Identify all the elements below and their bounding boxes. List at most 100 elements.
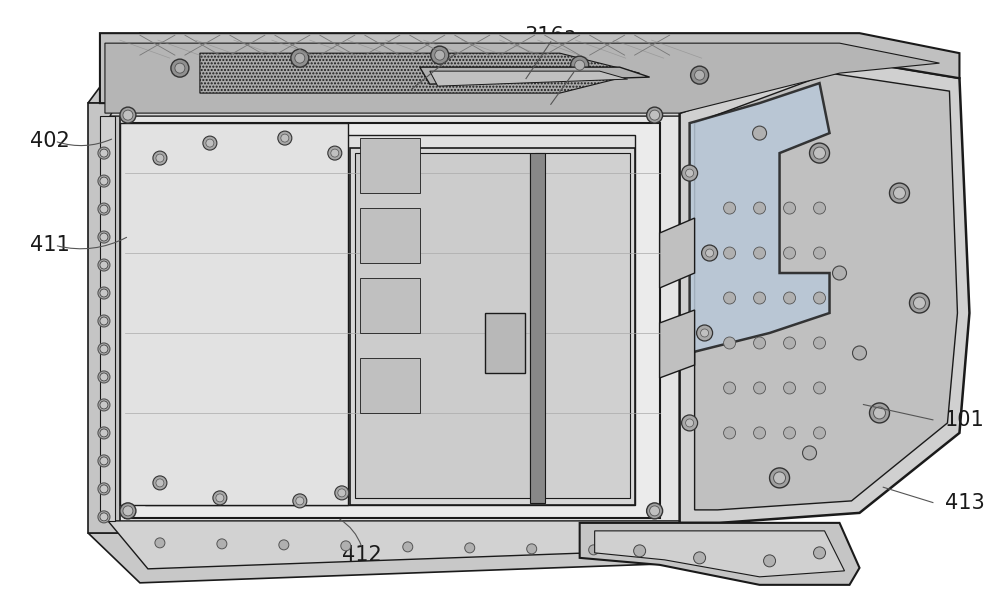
Circle shape bbox=[575, 60, 585, 70]
Circle shape bbox=[695, 70, 705, 80]
Circle shape bbox=[754, 382, 766, 394]
Circle shape bbox=[338, 489, 346, 497]
Text: 412: 412 bbox=[343, 544, 382, 565]
Circle shape bbox=[281, 134, 289, 142]
Circle shape bbox=[341, 541, 351, 551]
Circle shape bbox=[98, 287, 110, 299]
Circle shape bbox=[328, 146, 342, 160]
Circle shape bbox=[295, 53, 305, 63]
Circle shape bbox=[100, 205, 108, 213]
Circle shape bbox=[666, 76, 676, 86]
Circle shape bbox=[724, 427, 736, 439]
Circle shape bbox=[215, 494, 223, 502]
Circle shape bbox=[100, 429, 108, 437]
Circle shape bbox=[853, 346, 867, 360]
Circle shape bbox=[296, 497, 304, 505]
Circle shape bbox=[693, 552, 706, 564]
Circle shape bbox=[100, 177, 108, 185]
Polygon shape bbox=[355, 153, 529, 498]
Circle shape bbox=[802, 446, 816, 460]
Circle shape bbox=[171, 59, 189, 77]
Circle shape bbox=[279, 540, 289, 550]
Circle shape bbox=[813, 292, 825, 304]
Circle shape bbox=[100, 233, 108, 241]
Circle shape bbox=[685, 419, 693, 427]
Polygon shape bbox=[100, 103, 679, 533]
Circle shape bbox=[278, 131, 292, 145]
Circle shape bbox=[411, 76, 421, 86]
Circle shape bbox=[690, 66, 709, 84]
Circle shape bbox=[724, 202, 736, 214]
Circle shape bbox=[813, 247, 825, 259]
Circle shape bbox=[156, 154, 164, 162]
Circle shape bbox=[291, 49, 309, 67]
Circle shape bbox=[813, 147, 825, 159]
Circle shape bbox=[646, 503, 662, 519]
Circle shape bbox=[894, 187, 906, 199]
Circle shape bbox=[724, 382, 736, 394]
Circle shape bbox=[218, 76, 228, 86]
Polygon shape bbox=[529, 153, 545, 503]
Circle shape bbox=[100, 485, 108, 493]
Polygon shape bbox=[659, 218, 695, 288]
Circle shape bbox=[724, 292, 736, 304]
Text: 413: 413 bbox=[944, 493, 984, 512]
Circle shape bbox=[153, 151, 167, 165]
Circle shape bbox=[813, 382, 825, 394]
Circle shape bbox=[283, 76, 293, 86]
Polygon shape bbox=[679, 58, 969, 523]
Polygon shape bbox=[125, 123, 659, 518]
Circle shape bbox=[123, 506, 133, 516]
Circle shape bbox=[331, 149, 339, 157]
Circle shape bbox=[754, 337, 766, 349]
Circle shape bbox=[724, 247, 736, 259]
Circle shape bbox=[770, 468, 789, 488]
Text: 411: 411 bbox=[30, 235, 70, 255]
Circle shape bbox=[465, 543, 475, 553]
Circle shape bbox=[783, 427, 795, 439]
Polygon shape bbox=[108, 521, 809, 569]
Circle shape bbox=[634, 545, 645, 557]
Circle shape bbox=[813, 337, 825, 349]
Circle shape bbox=[813, 202, 825, 214]
Text: 316a: 316a bbox=[524, 26, 577, 46]
Circle shape bbox=[98, 231, 110, 243]
Circle shape bbox=[890, 183, 910, 203]
Circle shape bbox=[783, 382, 795, 394]
Circle shape bbox=[175, 63, 185, 73]
Polygon shape bbox=[200, 53, 639, 93]
Circle shape bbox=[538, 76, 549, 86]
Circle shape bbox=[98, 147, 110, 159]
Polygon shape bbox=[145, 135, 635, 505]
Circle shape bbox=[155, 538, 165, 548]
Circle shape bbox=[100, 345, 108, 353]
Polygon shape bbox=[359, 138, 420, 193]
Circle shape bbox=[783, 247, 795, 259]
Circle shape bbox=[100, 401, 108, 409]
Circle shape bbox=[526, 544, 536, 554]
Polygon shape bbox=[88, 103, 120, 533]
Circle shape bbox=[100, 513, 108, 521]
Polygon shape bbox=[120, 123, 348, 505]
Circle shape bbox=[98, 371, 110, 383]
Circle shape bbox=[213, 491, 226, 505]
Circle shape bbox=[681, 415, 698, 431]
Circle shape bbox=[914, 297, 925, 309]
Polygon shape bbox=[350, 148, 635, 505]
Circle shape bbox=[98, 203, 110, 215]
Circle shape bbox=[646, 107, 662, 123]
Circle shape bbox=[809, 143, 829, 163]
Polygon shape bbox=[485, 313, 524, 373]
Circle shape bbox=[754, 292, 766, 304]
Circle shape bbox=[120, 107, 136, 123]
Circle shape bbox=[98, 455, 110, 467]
Circle shape bbox=[589, 545, 599, 555]
Text: 414: 414 bbox=[437, 36, 477, 56]
Circle shape bbox=[702, 245, 718, 261]
Circle shape bbox=[403, 542, 413, 552]
Circle shape bbox=[697, 325, 713, 341]
Circle shape bbox=[120, 503, 136, 519]
Circle shape bbox=[98, 259, 110, 271]
Circle shape bbox=[649, 110, 659, 120]
Circle shape bbox=[435, 50, 445, 60]
